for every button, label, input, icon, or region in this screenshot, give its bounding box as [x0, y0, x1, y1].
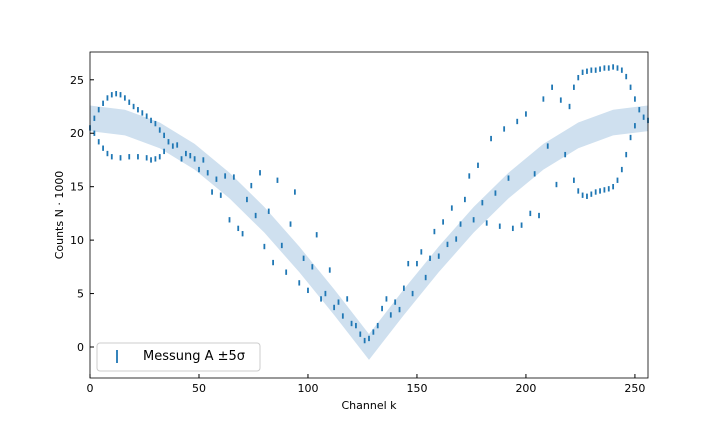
x-tick-label: 200 [515, 382, 536, 395]
y-tick-label: 20 [70, 127, 84, 140]
legend-label: Messung A ±5σ [143, 349, 245, 364]
plot-area [89, 64, 649, 360]
x-tick-label: 0 [87, 382, 94, 395]
x-tick-label: 100 [297, 382, 318, 395]
y-tick-label: 5 [77, 288, 84, 301]
axes-frame [89, 51, 649, 379]
x-axis-label: Channel k [341, 399, 397, 412]
x-tick-label: 250 [624, 382, 645, 395]
y-tick-label: 0 [77, 341, 84, 354]
x-tick-label: 50 [192, 382, 206, 395]
y-tick-label: 25 [70, 74, 84, 87]
x-tick-label: 150 [406, 382, 427, 395]
y-tick-label: 15 [70, 181, 84, 194]
model-band [90, 105, 648, 360]
y-tick-label: 10 [70, 234, 84, 247]
legend-box [96, 342, 261, 372]
y-axis-label: Counts N · 1000 [53, 171, 66, 260]
